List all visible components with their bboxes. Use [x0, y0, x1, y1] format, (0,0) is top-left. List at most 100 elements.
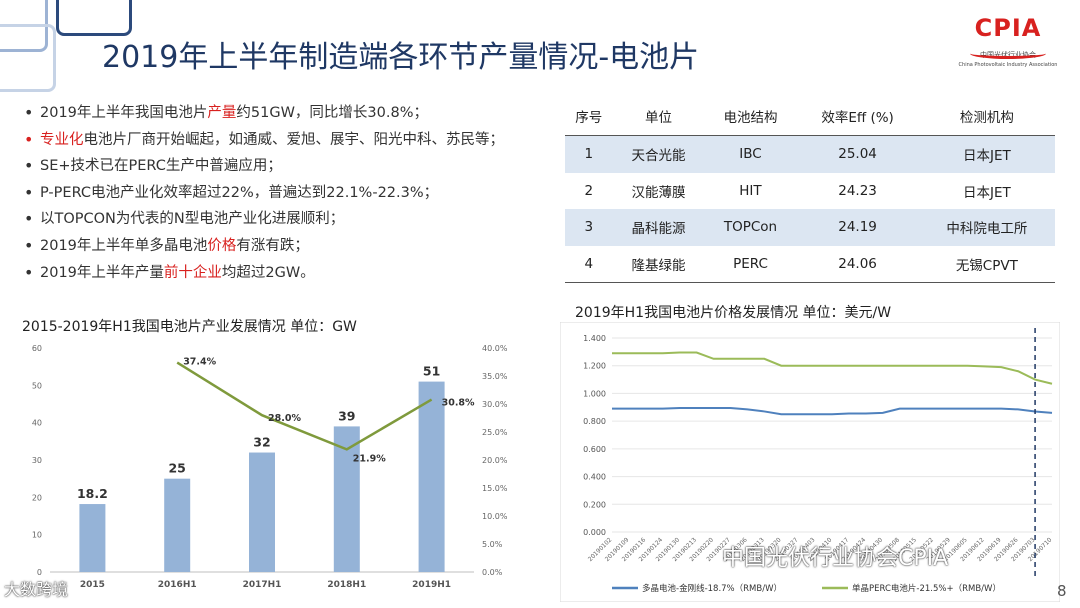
- bullet-dot-icon: •: [24, 103, 34, 122]
- table-row: 1 天合光能 IBC 25.04 日本JET: [565, 135, 1055, 173]
- table-header: 单位: [612, 97, 705, 136]
- y2-tick-label: 30.0%: [482, 400, 508, 409]
- bar-chart-title: 2015-2019年H1我国电池片产业发展情况 单位：GW: [22, 319, 357, 335]
- y2-tick-label: 35.0%: [482, 372, 508, 381]
- logo-brand: CPIA: [974, 14, 1042, 42]
- table-cell: 24.06: [796, 245, 919, 283]
- bullet-item: • 2019年上半年单多晶电池价格有涨有跌；: [22, 233, 562, 260]
- x-tick-label: 2015: [80, 580, 105, 590]
- bullet-text: 以TOPCON为代表的N型电池产业化进展顺利；: [40, 211, 345, 228]
- y-tick-label: 60: [32, 344, 42, 353]
- table-row: 2 汉能薄膜 HIT 24.23 日本JET: [565, 173, 1055, 210]
- bullet-text: 2019年上半年我国电池片: [40, 105, 208, 121]
- y2-tick-label: 15.0%: [482, 484, 508, 493]
- growth-value-label: 30.8%: [442, 398, 475, 409]
- production-bar-chart: 0 10 20 30 40 50 60 0.0% 5.0% 10.0% 15.0% 20.0% 25.0…: [32, 344, 508, 590]
- logo-swoosh: [970, 48, 1046, 59]
- bullet-text: 均超过2GW。: [221, 264, 315, 281]
- y-tick-label: 1.000: [583, 389, 606, 398]
- y-tick-label: 0.000: [583, 528, 606, 537]
- bullet-text: 电池片厂商开始崛起，如通威、爱旭、展宇、阳光中科、苏民等；: [83, 131, 505, 148]
- y2-tick-label: 10.0%: [482, 512, 508, 521]
- bullet-highlight: 产量: [207, 105, 237, 121]
- table-cell: 1: [565, 135, 613, 173]
- corner-decoration: [0, 24, 56, 92]
- table-cell: PERC: [704, 245, 797, 283]
- growth-value-label: 21.9%: [353, 453, 386, 464]
- bar: [418, 381, 445, 572]
- bullet-highlight: 前十企业: [163, 264, 222, 281]
- table-cell: 隆基绿能: [612, 245, 705, 283]
- table-cell: 日本JET: [918, 135, 1055, 173]
- y-tick-label: 0.400: [583, 473, 606, 482]
- table-cell: TOPCon: [704, 209, 797, 246]
- bar: [164, 478, 191, 572]
- bullet-dot-icon: •: [24, 209, 34, 229]
- table-header: 效率Eff (%): [796, 97, 919, 136]
- bar-value-label: 32: [253, 435, 270, 450]
- y2-tick-label: 5.0%: [482, 540, 503, 549]
- legend-label: 多晶电池-金刚线-18.7%（RMB/W）: [642, 583, 782, 594]
- poly-price-line: [612, 406, 1053, 416]
- bullet-dot-icon: •: [24, 156, 34, 176]
- y-tick-label: 0: [37, 568, 42, 577]
- growth-line: [176, 361, 433, 451]
- table-cell: HIT: [739, 182, 762, 199]
- table-header: 检测机构: [918, 97, 1055, 136]
- bullet-dot-icon: •: [24, 235, 34, 255]
- y-tick-label: 0.200: [583, 500, 606, 509]
- logo-subtitle-en: China Photovoltaic Industry Association: [958, 62, 1058, 68]
- bullet-text: 2019年上半年单多晶电池: [40, 237, 208, 254]
- summary-bullets: • 2019年上半年我国电池片产量约51GW，同比增长30.8%； • 专业化电池片厂…: [22, 100, 562, 286]
- bar: [249, 452, 275, 572]
- table-header: 序号: [565, 97, 613, 136]
- y-tick-label: 10: [32, 531, 42, 540]
- y2-tick-label: 40.0%: [482, 344, 508, 353]
- bar-value-label: 39: [338, 408, 355, 423]
- bullet-dot-icon: •: [24, 182, 34, 202]
- table-cell: 3: [565, 209, 613, 246]
- bar-value-label: 18.2: [77, 486, 108, 501]
- bullet-text: P-PERC电池产业化效率超过22%，普遍达到22.1%-22.3%；: [40, 184, 439, 201]
- cpia-logo: CPIA 中国光伏行业协会 China Photovoltaic Industr…: [958, 14, 1058, 72]
- efficiency-table: 序号 单位 电池结构 效率Eff (%) 检测机构 1 天合光能 IBC 25.…: [565, 97, 1055, 283]
- mono-perc-price-line: [612, 351, 1053, 385]
- x-tick-label: 2019H1: [412, 580, 451, 590]
- bullet-item: • 以TOPCON为代表的N型电池产业化进展顺利；: [22, 206, 562, 233]
- bullet-highlight: 价格: [207, 237, 237, 254]
- bullet-text: 有涨有跌；: [236, 237, 309, 254]
- y2-tick-label: 25.0%: [482, 428, 508, 437]
- price-line-chart: 0.000 0.200 0.400 0.600 0.800 1.000 1.200 1.400…: [560, 322, 1060, 602]
- x-tick-label: 2017H1: [243, 580, 282, 590]
- growth-value-label: 37.4%: [183, 357, 216, 368]
- bullet-text: SE+技术已在PERC生产中普遍应用；: [40, 158, 282, 175]
- table-cell: 日本JET: [962, 184, 1011, 201]
- table-row: 4 隆基绿能 PERC 24.06 无锡CPVT: [565, 245, 1055, 283]
- watermark-cpia: 中国光伏行业协会CPIA: [722, 546, 949, 571]
- bullet-text: 约51GW，同比增长30.8%；: [236, 105, 428, 121]
- y-tick-label: 1.200: [583, 362, 606, 371]
- y-tick-label: 30: [32, 456, 42, 465]
- table-row: 3 晶科能源 TOPCon 24.19 中科院电工所: [565, 209, 1055, 246]
- line-chart-title: 2019年H1我国电池片价格发展情况 单位：美元/W: [575, 305, 892, 321]
- y2-tick-label: 0.0%: [482, 568, 503, 577]
- y-tick-label: 20: [32, 493, 42, 502]
- watermark-source: 大数跨境: [4, 580, 69, 599]
- table-cell: 2: [584, 182, 594, 199]
- legend-label: 单晶PERC电池片-21.5%+（RMB/W）: [852, 583, 1001, 594]
- bar-value-label: 51: [423, 364, 440, 379]
- y-tick-label: 0.600: [583, 445, 606, 454]
- table-cell: 无锡CPVT: [918, 245, 1055, 283]
- bullet-highlight: 专业化: [40, 131, 84, 148]
- table-cell: 25.04: [796, 135, 919, 173]
- table-cell: 天合光能: [612, 135, 705, 173]
- bullet-item: • 2019年上半年产量前十企业均超过2GW。: [22, 260, 562, 287]
- bar-value-label: 25: [168, 461, 185, 476]
- table-cell: IBC: [704, 135, 797, 173]
- y-tick-label: 0.800: [583, 417, 606, 426]
- bullet-item: • 专业化电池片厂商开始崛起，如通威、爱旭、展宇、阳光中科、苏民等；: [22, 127, 562, 154]
- corner-decoration: [56, 0, 132, 36]
- bullet-item: • P-PERC电池产业化效率超过22%，普遍达到22.1%-22.3%；: [22, 180, 562, 207]
- table-cell: 4: [565, 245, 613, 283]
- y-tick-label: 40: [32, 419, 42, 428]
